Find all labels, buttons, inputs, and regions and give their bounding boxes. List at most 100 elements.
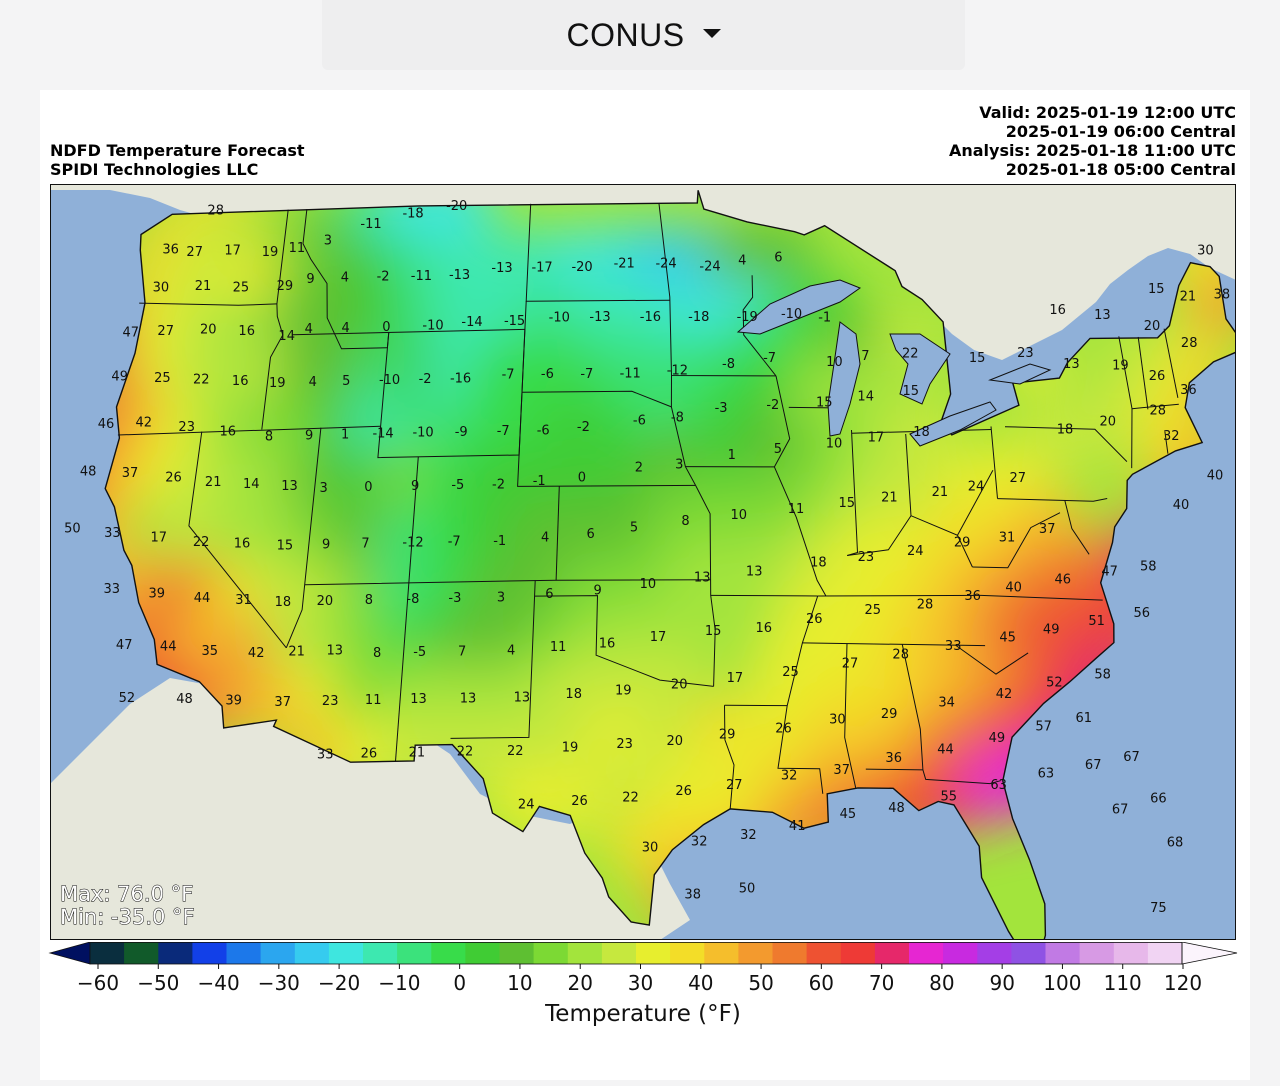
state-boundaries: [117, 202, 1179, 809]
temp-label: 37: [122, 466, 139, 481]
temp-label: 31: [999, 530, 1016, 545]
temp-label: 5: [774, 442, 782, 457]
state-line: [990, 426, 998, 499]
temp-label: 19: [262, 245, 279, 260]
temp-label: 27: [842, 656, 859, 671]
temp-label: 17: [868, 431, 885, 446]
colorbar-swatch: [1011, 942, 1047, 964]
figure-title: NDFD Temperature Forecast SPIDI Technolo…: [50, 141, 305, 179]
colorbar-tick-label: 50: [748, 971, 773, 995]
temp-label: 68: [1167, 836, 1184, 851]
temp-label: 42: [136, 415, 153, 430]
temp-label: 0: [382, 320, 390, 335]
temp-label: -21: [614, 257, 635, 272]
temp-label: -13: [589, 310, 610, 325]
colorbar-tick-label: −60: [77, 971, 119, 995]
temp-label: 47: [116, 638, 133, 653]
temp-label: 16: [756, 621, 773, 636]
temp-label: 4: [341, 271, 349, 286]
temp-label: 37: [833, 763, 850, 778]
temp-label: 21: [932, 485, 949, 500]
temp-label: 14: [243, 477, 260, 492]
colorbar-swatch: [124, 942, 159, 964]
lake-superior: [736, 279, 862, 335]
colorbar-tick-label: 110: [1104, 971, 1142, 995]
temp-label: 30: [642, 841, 659, 856]
temp-label: 35: [202, 644, 219, 659]
temp-label: 58: [1094, 668, 1111, 683]
colorbar-tick-label: 70: [869, 971, 894, 995]
temp-label: -11: [360, 217, 381, 232]
temp-label: 36: [964, 589, 981, 604]
temp-label: 18: [565, 687, 582, 702]
temp-label: 39: [225, 693, 242, 708]
temp-label: 9: [305, 428, 313, 443]
temp-label: -15: [504, 314, 525, 329]
temp-label: 45: [999, 631, 1016, 646]
state-line: [847, 515, 973, 568]
temp-label: -16: [640, 310, 661, 325]
temp-label: 50: [739, 882, 756, 897]
temp-label: 15: [277, 539, 294, 554]
figure-subtitle-line: SPIDI Technologies LLC: [50, 160, 259, 179]
temp-label: 4: [738, 254, 746, 269]
temp-label: -13: [449, 268, 470, 283]
colorbar-swatch: [363, 942, 398, 964]
temp-label: 40: [1005, 581, 1022, 596]
temp-label: 30: [1197, 243, 1214, 258]
analysis-utc: Analysis: 2025-01-18 11:00 UTC: [948, 141, 1236, 160]
temp-label: 10: [640, 577, 657, 592]
temp-label: 61: [1076, 711, 1093, 726]
state-line: [1137, 336, 1149, 410]
colorbar-swatch: [601, 942, 637, 964]
colorbar-swatch: [772, 942, 808, 964]
temp-label: 33: [945, 639, 962, 654]
temp-label: 18: [810, 556, 827, 571]
colorbar-swatch: [704, 942, 739, 964]
temp-label: 49: [111, 370, 128, 385]
temp-label: -5: [413, 645, 426, 660]
temp-label: 13: [1063, 357, 1080, 372]
temperature-colorbar: −60 −50 −40 −30 −20 −10 0 10 20 30 40 50 60 70 80 90 100…: [48, 942, 1238, 1027]
colorbar-tick-label: 60: [809, 971, 834, 995]
temp-label: 7: [361, 537, 369, 552]
temp-label: 15: [705, 624, 722, 639]
temp-label: 13: [460, 691, 477, 706]
colorbar-tick-label: 80: [929, 971, 954, 995]
temp-label: -1: [533, 474, 546, 489]
temp-label: 4: [541, 530, 549, 545]
temp-label: 29: [881, 707, 898, 722]
colorbar-max-arrow: [1181, 942, 1238, 965]
temp-label: 29: [277, 279, 294, 294]
temp-label: 44: [194, 591, 211, 606]
colorbar-tick-label: −40: [197, 971, 239, 995]
temp-label: 26: [1149, 369, 1166, 384]
temp-label: 3: [497, 591, 505, 606]
colorbar-swatch: [1079, 942, 1115, 964]
state-line: [1163, 328, 1179, 398]
temp-label: -10: [379, 373, 400, 388]
temp-label: 41: [789, 819, 806, 834]
temp-label: 9: [306, 272, 314, 287]
temp-label: 21: [288, 645, 305, 660]
temp-label: 19: [269, 376, 286, 391]
temp-label: 4: [305, 322, 313, 337]
colorbar-tick-label: 20: [567, 971, 592, 995]
state-line: [773, 466, 827, 597]
temp-label: 21: [409, 746, 426, 761]
state-line: [139, 302, 277, 306]
temp-label: 16: [599, 637, 616, 652]
temp-label: -7: [580, 367, 593, 382]
temp-label: 15: [969, 351, 986, 366]
state-line: [922, 769, 1001, 785]
state-line: [188, 431, 287, 649]
temp-label: 13: [514, 691, 531, 706]
colorbar-swatch: [738, 942, 774, 964]
state-line: [865, 643, 924, 771]
temp-label: 18: [275, 595, 292, 610]
region-dropdown[interactable]: CONUS: [322, 0, 965, 70]
temp-label: 29: [719, 728, 736, 743]
temp-label: 45: [840, 807, 857, 822]
temp-label: 8: [681, 514, 689, 529]
temp-label: 16: [232, 374, 249, 389]
